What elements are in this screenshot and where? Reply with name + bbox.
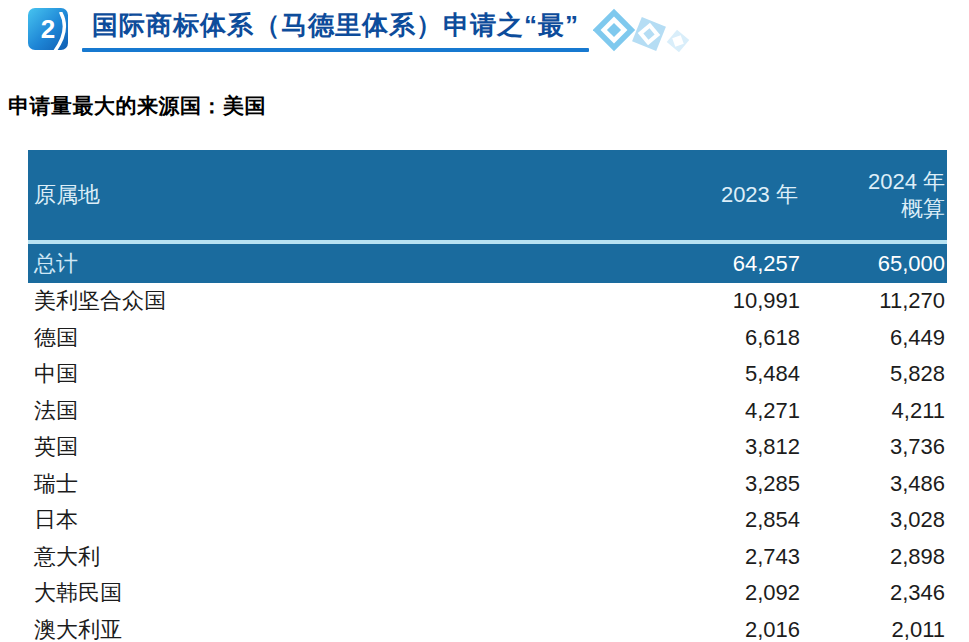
total-value-2024: 65,000 — [800, 242, 947, 283]
table-total-row: 总计 64,257 65,000 — [28, 242, 947, 283]
title-block: 国际商标体系（马德里体系）申请之“最” — [92, 10, 579, 52]
value-2024: 4,211 — [800, 393, 947, 430]
value-2023: 3,285 — [506, 466, 800, 503]
value-2023: 2,743 — [506, 539, 800, 576]
table-row: 德国 6,618 6,449 — [28, 320, 947, 357]
table-row: 法国 4,271 4,211 — [28, 393, 947, 430]
value-2023: 5,484 — [506, 356, 800, 393]
origin-label: 瑞士 — [28, 466, 506, 503]
table-header-row: 原属地 2023 年 2024 年 概算 — [28, 150, 947, 242]
madrid-applications-table: 原属地 2023 年 2024 年 概算 总计 64,257 65,000 美利… — [28, 150, 947, 642]
table-row: 大韩民国 2,092 2,346 — [28, 575, 947, 612]
total-label: 总计 — [28, 242, 506, 283]
value-2024: 2,898 — [800, 539, 947, 576]
section-header: 2 国际商标体系（马德里体系）申请之“最” — [28, 8, 693, 56]
origin-label: 美利坚合众国 — [28, 283, 506, 320]
origin-label: 德国 — [28, 320, 506, 357]
diamond-gem-medium — [632, 17, 666, 51]
table-row: 意大利 2,743 2,898 — [28, 539, 947, 576]
origin-label: 中国 — [28, 356, 506, 393]
value-2023: 6,618 — [506, 320, 800, 357]
value-2024: 3,028 — [800, 502, 947, 539]
table-row: 英国 3,812 3,736 — [28, 429, 947, 466]
table-row: 瑞士 3,285 3,486 — [28, 466, 947, 503]
origin-label: 意大利 — [28, 539, 506, 576]
column-header-2023: 2023 年 — [506, 150, 800, 242]
page-title: 国际商标体系（马德里体系）申请之“最” — [92, 10, 579, 41]
value-2024: 3,486 — [800, 466, 947, 503]
document-page: 2 国际商标体系（马德里体系）申请之“最” — [0, 0, 969, 642]
column-header-origin: 原属地 — [28, 150, 506, 242]
origin-label: 法国 — [28, 393, 506, 430]
origin-label: 澳大利亚 — [28, 612, 506, 642]
value-2023: 10,991 — [506, 283, 800, 320]
section-number-badge: 2 — [28, 8, 68, 50]
table-row: 澳大利亚 2,016 2,011 — [28, 612, 947, 642]
value-2024: 6,449 — [800, 320, 947, 357]
origin-label: 大韩民国 — [28, 575, 506, 612]
value-2024: 3,736 — [800, 429, 947, 466]
table-body: 总计 64,257 65,000 美利坚合众国 10,991 11,270 德国… — [28, 242, 947, 642]
table-row: 日本 2,854 3,028 — [28, 502, 947, 539]
table-row: 美利坚合众国 10,991 11,270 — [28, 283, 947, 320]
table-row: 中国 5,484 5,828 — [28, 356, 947, 393]
value-2023: 2,016 — [506, 612, 800, 642]
value-2024: 11,270 — [800, 283, 947, 320]
value-2024: 5,828 — [800, 356, 947, 393]
column-header-2024-estimate: 2024 年 概算 — [800, 150, 947, 242]
diamond-gem-small — [667, 30, 690, 53]
value-2024: 2,011 — [800, 612, 947, 642]
value-2023: 4,271 — [506, 393, 800, 430]
badge-swoosh-decoration — [47, 12, 71, 52]
origin-label: 英国 — [28, 429, 506, 466]
total-value-2023: 64,257 — [506, 242, 800, 283]
diamond-gem-large — [593, 9, 635, 51]
title-underline — [82, 48, 589, 52]
value-2023: 2,854 — [506, 502, 800, 539]
value-2024: 2,346 — [800, 575, 947, 612]
value-2023: 2,092 — [506, 575, 800, 612]
diamond-gems-icon — [593, 8, 693, 56]
origin-label: 日本 — [28, 502, 506, 539]
value-2023: 3,812 — [506, 429, 800, 466]
subtitle: 申请量最大的来源国：美国 — [8, 92, 266, 120]
